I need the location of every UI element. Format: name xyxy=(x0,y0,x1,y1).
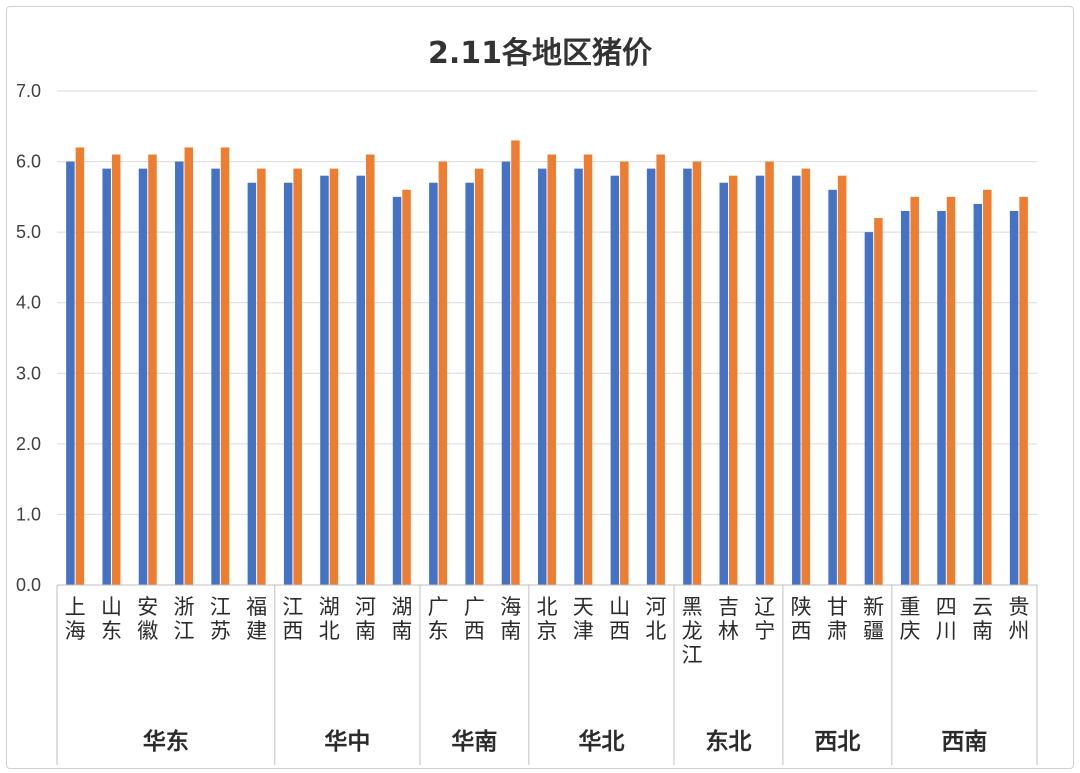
bar xyxy=(1019,196,1028,585)
x-category-label: 河南 xyxy=(355,595,376,643)
bar xyxy=(474,168,484,585)
x-category-label: 新疆 xyxy=(863,595,884,643)
bar xyxy=(574,168,583,585)
x-group-label: 华南 xyxy=(451,728,497,755)
bar xyxy=(366,154,375,585)
x-category-label: 山西 xyxy=(609,595,630,643)
y-tick-label: 5.0 xyxy=(16,222,41,242)
bar xyxy=(792,175,801,585)
x-category-label: 云南 xyxy=(972,595,993,643)
bar xyxy=(148,154,157,585)
bar xyxy=(138,168,148,585)
x-category-label: 黑龙江 xyxy=(682,595,703,667)
bar xyxy=(511,140,520,585)
bar xyxy=(874,218,883,585)
bar xyxy=(320,175,329,585)
bar xyxy=(429,182,438,585)
x-group-label: 华东 xyxy=(143,728,189,755)
x-category-label: 陕西 xyxy=(791,595,812,643)
x-category-label: 重庆 xyxy=(899,595,920,643)
bar xyxy=(692,161,702,586)
bar xyxy=(983,189,992,586)
bar xyxy=(719,182,728,585)
bar xyxy=(329,168,339,585)
bar xyxy=(728,175,738,585)
bar xyxy=(1009,210,1019,585)
y-tick-label: 1.0 xyxy=(16,504,41,524)
x-category-label: 江苏 xyxy=(210,595,231,643)
bar xyxy=(465,182,474,585)
x-category-label: 湖北 xyxy=(319,595,340,643)
bar xyxy=(538,168,547,585)
y-tick-label: 3.0 xyxy=(16,363,41,383)
bar xyxy=(683,168,692,585)
bar xyxy=(583,154,593,585)
x-category-label: 吉林 xyxy=(718,595,739,643)
x-group-label: 华北 xyxy=(578,728,624,755)
bar xyxy=(438,161,448,586)
bar xyxy=(656,154,665,585)
bar xyxy=(356,175,366,585)
x-group-label: 华中 xyxy=(324,728,370,755)
bar xyxy=(937,210,946,585)
x-category-label: 山东 xyxy=(101,595,122,643)
bar xyxy=(910,196,919,585)
x-group-label: 西南 xyxy=(941,729,987,755)
x-category-label: 上海 xyxy=(65,595,86,643)
bar xyxy=(755,175,765,585)
x-category-label: 福建 xyxy=(246,595,267,643)
x-group-label: 东北 xyxy=(705,728,751,755)
bar xyxy=(247,182,257,585)
bar xyxy=(828,189,837,586)
x-category-label: 天津 xyxy=(573,595,594,643)
bar xyxy=(211,168,220,585)
x-category-label: 贵州 xyxy=(1008,595,1029,643)
x-category-label: 北京 xyxy=(537,595,558,643)
bar xyxy=(392,196,402,585)
bar xyxy=(402,189,411,586)
bar xyxy=(111,154,121,585)
bar xyxy=(102,168,111,585)
bar xyxy=(501,161,511,586)
bar xyxy=(220,147,230,585)
bar xyxy=(900,210,910,585)
x-category-label: 辽宁 xyxy=(754,595,775,643)
bar xyxy=(973,203,983,585)
bar xyxy=(66,161,75,586)
x-category-label: 广东 xyxy=(428,595,449,643)
bar xyxy=(547,154,556,585)
y-tick-label: 0.0 xyxy=(16,575,41,595)
x-category-label: 海南 xyxy=(500,595,521,643)
y-tick-label: 2.0 xyxy=(16,434,41,454)
x-category-label: 安徽 xyxy=(137,595,158,643)
x-category-label: 甘肃 xyxy=(827,595,848,643)
bar xyxy=(184,147,194,585)
bar xyxy=(801,168,811,585)
x-category-label: 河北 xyxy=(645,595,666,643)
x-group-label: 西北 xyxy=(814,729,860,755)
y-tick-label: 4.0 xyxy=(16,293,41,313)
x-category-label: 广西 xyxy=(464,595,485,643)
bar xyxy=(175,161,184,586)
bar xyxy=(837,175,847,585)
bar xyxy=(620,161,629,586)
bar xyxy=(283,182,293,585)
bar xyxy=(864,232,874,585)
y-tick-label: 7.0 xyxy=(16,81,41,101)
bar xyxy=(765,161,774,586)
chart-title: 2.11各地区猪价 xyxy=(427,36,653,71)
bar xyxy=(75,147,85,585)
bar xyxy=(610,175,620,585)
x-category-label: 浙江 xyxy=(174,595,195,643)
bar xyxy=(293,168,302,585)
bar xyxy=(257,168,266,585)
bar xyxy=(946,196,956,585)
y-tick-label: 6.0 xyxy=(16,152,41,172)
x-category-label: 四川 xyxy=(936,595,957,643)
bar xyxy=(646,168,656,585)
x-category-label: 湖南 xyxy=(391,595,412,643)
x-category-label: 江西 xyxy=(282,595,303,643)
